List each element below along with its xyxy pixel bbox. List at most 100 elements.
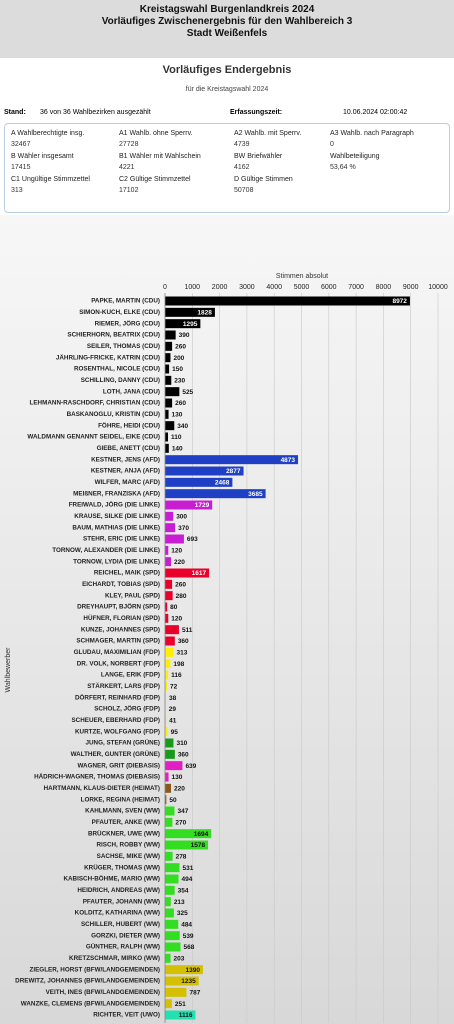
value-label: 539 [183,933,194,940]
y-tick-label: PAPKE, MARTIN (CDU) [91,298,160,305]
header-line: Kreistagswahl Burgenlandkreis 2024 [139,4,315,15]
bar [165,715,167,725]
y-tick-label: SIMON-KUCH, ELKE (CDU) [79,309,160,316]
value-label: 3685 [248,491,263,498]
bar [165,353,171,363]
value-label: 72 [170,684,178,691]
value-label: 313 [177,650,188,657]
summary-label: B1 Wähler mit Wahlschein [119,153,201,160]
bar [165,749,175,759]
summary-value: 27728 [119,141,139,148]
y-tick-label: RISCH, ROBBY (WW) [96,842,160,849]
value-label: 360 [178,752,189,759]
y-tick-label: RICHTER, VEIT (UWO) [93,1012,160,1019]
bar [165,511,174,521]
y-tick-label: HÜFNER, FLORIAN (SPD) [83,613,160,622]
value-label: 95 [171,729,179,736]
bar [165,863,180,873]
summary-label: C2 Gültige Stimmzettel [119,176,191,183]
value-label: 1617 [192,570,207,577]
bar [165,772,169,782]
x-tick-label: 10000 [428,284,448,291]
bar [165,421,175,431]
y-tick-label: STEHR, ERIC (DIE LINKE) [83,536,160,543]
value-label: 354 [178,888,189,895]
y-tick-label: LEHMANN-RASCHDORF, CHRISTIAN (CDU) [30,400,160,407]
y-tick-label: WALDMANN GENANNT SEIDEL, EIKE (CDU) [27,434,160,441]
value-label: 220 [174,786,185,793]
bar [165,307,215,317]
y-tick-label: FÖHRE, HEIDI (CDU) [98,420,160,429]
header: Kreistagswahl Burgenlandkreis 2024 Vorlä… [0,0,454,58]
bar [165,738,174,748]
y-tick-label: HARTMANN, KLAUS-DIETER (HEIMAT) [44,785,160,792]
bar [165,783,172,793]
y-tick-label: PFAUTER, JOHANN (WW) [83,898,160,905]
y-tick-label: ROSENTHAL, NICOLE (CDU) [74,366,160,373]
value-label: 1116 [179,1012,193,1019]
value-label: 110 [171,434,182,441]
value-label: 370 [178,525,189,532]
value-label: 787 [189,990,200,997]
bar [165,500,213,510]
summary-value: 313 [11,187,23,194]
x-tick-label: 4000 [266,284,282,291]
bar [165,579,173,589]
y-tick-label: EICHARDT, TOBIAS (SPD) [82,581,160,588]
value-label: 1578 [191,842,206,849]
value-label: 531 [182,865,193,872]
x-tick-label: 8000 [376,284,392,291]
x-tick-label: 5000 [294,284,310,291]
bar [165,330,176,340]
y-tick-label: GORZKI, DIETER (WW) [91,932,160,939]
y-tick-label: SCHIERHORN, BEATRIX (CDU) [67,332,160,339]
x-tick-label: 1000 [185,284,201,291]
bar [165,296,410,306]
value-label: 2877 [226,468,241,475]
bar [165,806,175,816]
bar [165,477,233,487]
y-tick-label: TORNOW, ALEXANDER (DIE LINKE) [52,547,160,554]
y-tick-label: DREWITZ, JOHANNES (BFW/LANDGEMEINDEN) [15,978,160,985]
bar [165,885,175,895]
value-label: 568 [184,944,195,951]
chart: Stimmen absolut Wahlbewerber 0 1000 2000 30… [0,215,454,1024]
panel-subtitle: für die Kreistagswahl 2024 [185,86,269,93]
bar [165,591,173,601]
bar [165,432,169,442]
value-label: 29 [169,706,177,713]
value-label: 347 [177,808,188,815]
value-label: 50 [169,797,177,804]
value-label: 203 [174,956,185,963]
bar [165,568,210,578]
y-tick-label: SCHOLZ, JÖRG (FDP) [94,704,160,713]
bar [165,817,173,827]
y-tick-label: MEIßNER, FRANZISKA (AFD) [73,490,160,497]
y-tick-label: BASKANOGLU, KRISTIN (CDU) [67,411,160,418]
x-tick-label: 0 [163,284,167,291]
header-line: Stadt Weißenfels [186,28,268,39]
value-label: 130 [172,774,183,781]
y-tick-label: KRETZSCHMAR, MIRKO (WW) [69,955,160,962]
value-label: 38 [169,695,177,702]
x-tick-label: 7000 [348,284,364,291]
y-tick-label: HEIDRICH, ANDREAS (WW) [77,887,160,894]
value-label: 260 [175,582,186,589]
value-label: 198 [173,661,184,668]
y-tick-label: LOTH, JANA (CDU) [103,388,160,395]
bar [165,557,172,567]
value-label: 230 [174,378,185,385]
x-tick-label: 9000 [403,284,419,291]
summary-value: 4221 [119,164,135,171]
summary-box: A Wahlberechtigte insg. 32467 A1 Wahlb. oh… [4,123,450,213]
y-tick-label: KABISCH-BÖHME, MARIO (WW) [63,874,160,883]
y-tick-label: WILFER, MARC (AFD) [95,479,160,486]
value-label: 325 [177,910,188,917]
value-label: 390 [179,332,190,339]
value-label: 494 [181,876,192,883]
y-tick-label: WALTHER, GUNTER (GRÜNE) [71,749,160,758]
bar [165,931,180,941]
y-tick-label: SCHILLING, DANNY (CDU) [81,377,160,384]
y-tick-label: WANZKE, CLEMENS (BFW/LANDGEMEINDEN) [21,1000,160,1007]
